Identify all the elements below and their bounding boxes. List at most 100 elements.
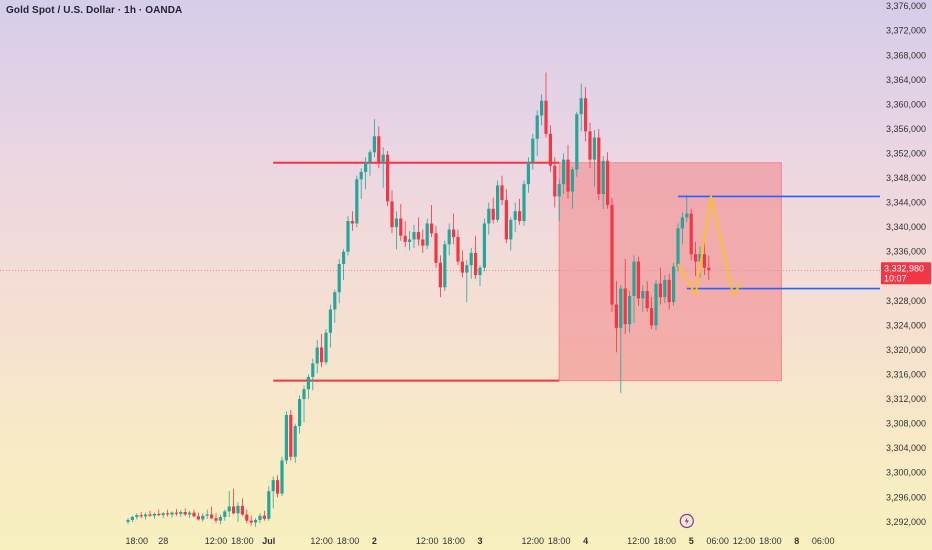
- price-tick: 3,376,000: [886, 1, 926, 11]
- candle-body: [412, 232, 416, 240]
- candle-body: [509, 219, 513, 240]
- candle: [641, 284, 645, 312]
- candle: [619, 284, 623, 393]
- candle: [610, 197, 614, 312]
- time-tick: 12:00: [522, 536, 545, 546]
- candle: [390, 190, 394, 234]
- candle-body: [694, 254, 698, 262]
- candle-body: [183, 512, 187, 515]
- candle: [342, 249, 346, 280]
- candle-body: [474, 252, 478, 276]
- candle: [518, 198, 522, 225]
- candle-body: [139, 515, 143, 517]
- time-tick: 28: [158, 536, 168, 546]
- candle: [311, 358, 315, 391]
- candle-body: [456, 236, 460, 262]
- candle: [562, 153, 566, 195]
- candle: [210, 506, 214, 520]
- candle: [135, 513, 139, 520]
- candle: [597, 128, 601, 201]
- candle: [315, 340, 319, 374]
- candle: [654, 279, 658, 331]
- candle: [421, 229, 425, 253]
- candle-body: [672, 266, 676, 303]
- time-axis[interactable]: 18:00 28 12:00 18:00 Jul 12:00 18:00 2 12:00 18:0…: [126, 536, 835, 546]
- candle: [298, 395, 302, 434]
- projection-path[interactable]: [677, 195, 743, 296]
- candle-body: [372, 136, 376, 153]
- candle: [478, 265, 482, 287]
- candle: [504, 189, 508, 244]
- candle: [218, 514, 222, 525]
- candle-body: [320, 347, 324, 363]
- candle-body: [302, 389, 306, 400]
- candle-body: [465, 265, 469, 273]
- candle-body: [192, 512, 196, 517]
- candle-body: [667, 279, 671, 303]
- candle: [293, 423, 297, 463]
- candle-body: [676, 228, 680, 267]
- candle-body: [170, 512, 174, 515]
- price-tick: 3,300,000: [886, 468, 926, 478]
- candle: [588, 122, 592, 169]
- price-tick: 3,320,000: [886, 345, 926, 355]
- candle-body: [636, 261, 640, 299]
- candle: [650, 297, 654, 330]
- candle-body: [236, 505, 240, 514]
- candle-body: [575, 114, 579, 170]
- candle: [408, 230, 412, 251]
- candle-body: [421, 239, 425, 246]
- price-tick: 3,340,000: [886, 222, 926, 232]
- candle: [570, 166, 574, 209]
- candle: [707, 255, 711, 280]
- candle: [606, 152, 610, 209]
- candle-body: [403, 235, 407, 242]
- time-tick: 06:00: [812, 536, 835, 546]
- candle-body: [522, 184, 526, 222]
- candle-body: [447, 229, 451, 245]
- candle: [144, 512, 148, 520]
- time-tick: 12:00: [733, 536, 756, 546]
- candle-body: [227, 506, 231, 512]
- candle-body: [496, 185, 500, 220]
- price-tick: 3,336,000: [886, 247, 926, 257]
- lightning-icon[interactable]: [679, 513, 694, 529]
- supply-zone-box[interactable]: [558, 162, 782, 382]
- candle-body: [130, 516, 134, 521]
- candle: [130, 515, 134, 522]
- price-tick: 3,312,000: [886, 394, 926, 404]
- time-tick: 12:00: [310, 536, 333, 546]
- candle-body: [359, 171, 363, 180]
- candle-body: [289, 415, 293, 457]
- candle-body: [540, 100, 544, 116]
- candle: [152, 512, 156, 519]
- candle: [540, 94, 544, 126]
- price-tick: 3,360,000: [886, 99, 926, 109]
- price-tag-price: 3,332,980: [884, 263, 924, 273]
- candle-body: [430, 223, 434, 234]
- candle: [465, 260, 469, 303]
- candle: [262, 510, 266, 521]
- candle-body: [443, 244, 447, 288]
- candle: [685, 195, 689, 223]
- candle: [513, 202, 517, 233]
- candle-body: [632, 261, 636, 296]
- candle: [359, 168, 363, 199]
- candle: [346, 216, 350, 256]
- candle-body: [641, 291, 645, 299]
- candle: [592, 130, 596, 187]
- price-tick: 3,348,000: [886, 173, 926, 183]
- candle-body: [553, 165, 557, 197]
- candle: [403, 221, 407, 247]
- candle: [522, 180, 526, 226]
- candle-body: [196, 516, 200, 520]
- candle-body: [386, 154, 390, 202]
- candle-body: [531, 138, 535, 163]
- time-tick: 4: [583, 536, 588, 546]
- candle: [579, 83, 583, 132]
- candle: [157, 509, 161, 517]
- time-tick: 18:00: [654, 536, 677, 546]
- candle-body: [504, 200, 508, 240]
- candle-body: [245, 514, 249, 521]
